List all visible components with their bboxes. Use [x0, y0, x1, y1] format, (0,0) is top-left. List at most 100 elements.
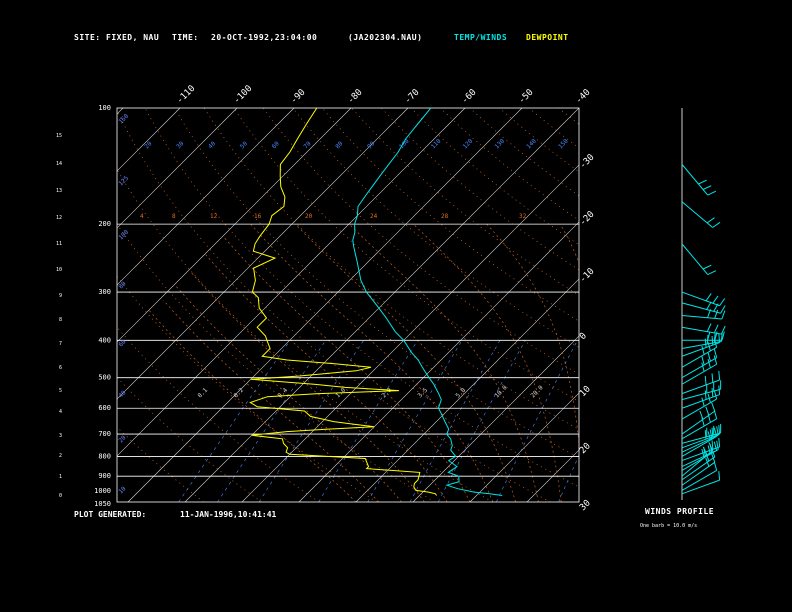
isotherm-line: [526, 449, 579, 502]
wind-barb-feather: [720, 305, 726, 314]
mixing-ratio-line: [437, 340, 526, 502]
moist-adiabat-line: [163, 300, 380, 502]
isotherm-label-top: -50: [517, 88, 536, 107]
isotherm-label-right: 30: [578, 498, 593, 513]
height-label: 10: [117, 485, 127, 495]
wind-barb-feather: [705, 293, 712, 302]
wind-barb-feather: [711, 388, 714, 398]
dry-adiabat-line: [117, 223, 436, 502]
wind-barb: [681, 461, 716, 486]
height-label: 60: [117, 338, 127, 348]
mixing-ratio-line: [409, 340, 501, 502]
wind-barb: [681, 341, 722, 349]
mixing-ratio-label: 5.0: [454, 387, 467, 400]
wind-barb: [681, 243, 709, 275]
moist-adiabat-line: [176, 286, 402, 502]
plot-generated-value: 11-JAN-1996,10:41:41: [180, 510, 277, 519]
height-km-label: 1: [59, 474, 62, 480]
mixing-ratio-label: 0.1: [196, 387, 209, 400]
wind-barb: [681, 433, 720, 449]
wind-barb-feather: [712, 221, 721, 228]
diagram-axis-labels: 1002003004005006007008009001000105001234…: [56, 84, 597, 513]
dry-adiabat-line: [440, 108, 579, 221]
dry-adiabat-line: [174, 108, 579, 459]
mixing-ratio-line: [367, 340, 463, 502]
wind-barb-feather: [707, 190, 717, 196]
isotherm-line: [117, 108, 238, 229]
wind-barb-feather: [703, 446, 706, 456]
wind-barb-feather: [711, 440, 714, 450]
height-km-label: 13: [56, 188, 62, 194]
height-km-label: 7: [59, 341, 62, 347]
plot-frame: [116, 107, 580, 503]
diagram-frame: [116, 107, 580, 503]
theta-label: 130: [493, 137, 506, 150]
height-km-label: 4: [59, 409, 62, 415]
height-km-label: 14: [56, 161, 62, 167]
moist-adiabat-label: 12: [210, 213, 218, 220]
wind-barb-feather: [702, 185, 712, 190]
dry-adiabat-line: [117, 376, 262, 502]
isotherm-line: [0, 108, 9, 502]
sounding-series: [249, 108, 503, 496]
wind-barb: [681, 432, 721, 444]
height-km-label: 15: [56, 133, 62, 139]
theta-label: 50: [239, 140, 249, 150]
wind-barb: [681, 164, 709, 196]
wind-barb: [681, 479, 720, 495]
wind-barb-feather: [707, 270, 717, 275]
dry-adiabat-line: [351, 108, 579, 296]
wind-barb-feather: [713, 333, 716, 343]
wind-barb-feather: [698, 179, 707, 185]
theta-label: 40: [207, 140, 217, 150]
wind-barb: [681, 315, 722, 320]
pressure-tick-label: 1050: [94, 500, 111, 508]
wind-barb-feather: [704, 430, 707, 440]
moist-adiabat-line: [222, 236, 471, 502]
wind-barb: [681, 394, 720, 409]
moist-adiabat-line: [559, 223, 579, 264]
wind-barb-feather: [707, 331, 711, 341]
height-km-label: 6: [59, 365, 62, 371]
wind-barb-feather: [721, 331, 725, 341]
isotherm-line: [469, 392, 579, 502]
theta-label: 80: [334, 140, 344, 150]
wind-barb-feather: [713, 324, 719, 334]
wind-barb: [681, 450, 717, 471]
pressure-tick-label: 500: [98, 374, 111, 382]
moist-adiabat-line: [623, 224, 634, 502]
isotherm-label-right: 20: [578, 441, 593, 456]
wind-barb: [681, 398, 717, 420]
pressure-tick-label: 700: [98, 430, 111, 438]
isotherm-label-top: -100: [232, 84, 254, 106]
wind-barb-feather: [711, 373, 714, 383]
isotherm-line: [412, 335, 579, 502]
isotherm-line: [117, 108, 181, 172]
height-km-label: 3: [59, 433, 62, 439]
wind-barb-feather: [713, 461, 718, 471]
wind-barb-feather: [704, 390, 707, 400]
site-label: SITE:: [74, 33, 101, 42]
wind-barb-feather: [718, 437, 721, 447]
mixing-ratio-line: [496, 340, 578, 502]
wind-barb-feather: [716, 440, 719, 450]
pressure-tick-label: 400: [98, 336, 111, 344]
isotherm-label-right: -20: [578, 210, 597, 229]
winds-barb-note: One barb = 10.0 m/s: [640, 523, 698, 529]
isotherm-line: [117, 108, 352, 343]
theta-label: 20: [143, 140, 153, 150]
height-km-label: 9: [59, 293, 62, 299]
theta-label: 140: [525, 137, 538, 150]
isotherm-line: [117, 108, 466, 457]
wind-barb-feather: [720, 325, 726, 335]
height-km-label: 11: [56, 241, 62, 247]
isotherm-line: [117, 108, 409, 400]
wind-barb: [681, 418, 717, 440]
wind-barb-feather: [699, 410, 704, 420]
wind-barb-feather: [718, 370, 721, 381]
theta-label: 120: [462, 137, 475, 150]
dry-adiabat-line: [469, 108, 579, 197]
legend-dewpoint: DEWPOINT: [526, 33, 569, 42]
pressure-tick-label: 800: [98, 452, 111, 460]
dry-adiabat-line: [203, 108, 579, 430]
